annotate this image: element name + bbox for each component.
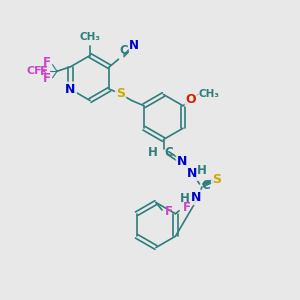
Text: N: N (129, 39, 139, 52)
Text: S: S (116, 87, 125, 100)
Text: CF₃: CF₃ (26, 66, 46, 76)
Text: H: H (180, 191, 190, 205)
Text: F: F (183, 201, 191, 214)
Text: N: N (187, 167, 197, 180)
Text: F: F (43, 72, 51, 85)
Text: C: C (164, 146, 173, 159)
Text: N: N (177, 155, 187, 168)
Text: S: S (212, 173, 221, 186)
Text: F: F (165, 205, 173, 218)
Text: N: N (65, 83, 76, 96)
Text: O: O (186, 93, 196, 106)
Text: CH₃: CH₃ (199, 89, 220, 99)
Text: H: H (196, 164, 206, 178)
Text: C: C (119, 44, 128, 57)
Text: F: F (43, 56, 51, 69)
Text: H: H (148, 146, 158, 159)
Text: CH₃: CH₃ (80, 32, 100, 42)
Text: F: F (39, 65, 47, 78)
Text: N: N (191, 191, 202, 204)
Text: C: C (201, 179, 210, 192)
